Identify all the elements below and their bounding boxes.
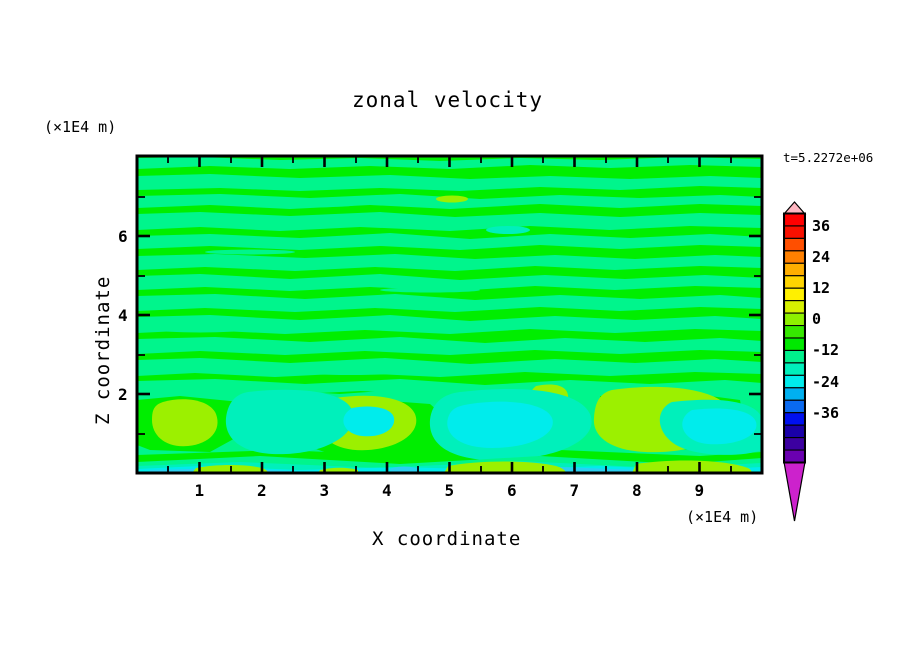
colorbar-band	[783, 362, 806, 376]
colorbar-band	[783, 237, 806, 252]
y-axis-right-ticks	[749, 234, 762, 396]
y-tick-label: 4	[118, 306, 128, 325]
y-axis-minor-ticks	[137, 196, 145, 435]
y-axis-unit-label: (×1E4 m)	[44, 118, 117, 136]
x-axis-top-ticks	[198, 156, 701, 167]
colorbar-tick-label: -24	[812, 372, 840, 391]
colorbar-tick-label: 36	[812, 216, 831, 235]
colorbar-tick-label: 0	[812, 310, 822, 329]
colorbar-band	[783, 262, 806, 277]
colorbar-band	[783, 212, 806, 227]
contour-field	[137, 156, 762, 473]
y-tick-label: 2	[118, 385, 128, 404]
colorbar-over-arrow	[782, 201, 807, 215]
colorbar-band	[783, 250, 806, 264]
y-axis-ticks	[137, 234, 150, 396]
colorbar-under-arrow	[783, 461, 806, 522]
bottom-cyan-spot	[390, 466, 418, 473]
colorbar-band	[783, 412, 806, 426]
colorbar-band	[783, 387, 806, 401]
x-axis-unit-label: (×1E4 m)	[686, 508, 759, 526]
colorbar-band	[783, 424, 806, 439]
colorbar-tick-label: -12	[812, 341, 840, 360]
colorbar-band	[783, 437, 806, 451]
colorbar-band	[783, 300, 806, 314]
upper-positive-speck	[436, 195, 468, 203]
colorbar-band	[783, 287, 806, 302]
colorbar-tick-label: 24	[812, 248, 831, 267]
colorbar-band	[783, 399, 806, 414]
colorbar-band	[783, 312, 806, 327]
x-tick-label: 4	[382, 481, 392, 500]
y-tick-label: 6	[118, 227, 128, 246]
x-axis-title: X coordinate	[372, 528, 522, 550]
x-tick-label: 7	[569, 481, 580, 500]
colorbar-bands	[783, 212, 806, 464]
negative-eddy-cores	[343, 401, 757, 448]
x-tick-label: 9	[694, 481, 705, 500]
x-tick-label: 3	[319, 481, 330, 500]
colorbar[interactable]	[782, 201, 807, 522]
colorbar-band	[783, 225, 806, 239]
colorbar-band	[783, 275, 806, 289]
colorbar-band	[783, 349, 806, 364]
x-tick-label: 8	[632, 481, 642, 500]
colorbar-band	[783, 374, 806, 389]
x-tick-label: 2	[257, 481, 267, 500]
colorbar-band	[783, 337, 806, 351]
page-title: zonal velocity	[352, 88, 544, 112]
bottom-positive-patches	[192, 460, 752, 473]
colorbar-band	[783, 324, 806, 339]
x-axis-minor-ticks	[167, 466, 732, 473]
colorbar-band	[783, 449, 806, 464]
colorbar-tick-label: 12	[812, 279, 831, 298]
x-axis-top-minor-ticks	[167, 156, 732, 163]
x-tick-label: 6	[507, 481, 517, 500]
upper-layer-wisps	[158, 202, 700, 375]
x-axis-ticks	[198, 462, 701, 473]
x-tick-label: 1	[194, 481, 205, 500]
timestamp-annotation: t=5.2272e+06	[783, 150, 874, 165]
upper-teal-speck	[486, 226, 530, 234]
x-tick-label: 5	[444, 481, 455, 500]
colorbar-tick-label: -36	[812, 403, 840, 422]
y-axis-right-minor-ticks	[754, 196, 762, 435]
